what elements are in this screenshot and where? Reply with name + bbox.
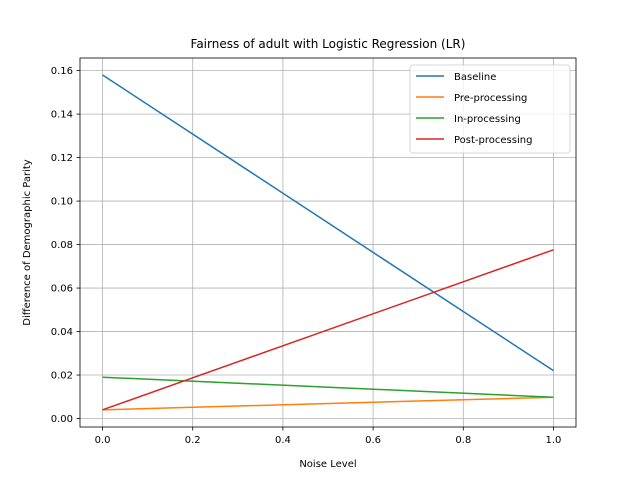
legend: Baseline Pre-processing In-processing Post-… (409, 64, 571, 154)
plot-lines (102, 74, 554, 411)
y-tick-label: 0.14 (51, 110, 73, 121)
legend-box (409, 64, 571, 154)
series-line-in-processing (102, 376, 554, 398)
x-tick-label: 0.4 (275, 435, 291, 446)
series-line-baseline (102, 74, 554, 372)
y-tick-label: 0.02 (51, 371, 73, 382)
series-line-pre-processing (102, 396, 554, 411)
x-tick-label: 0.6 (365, 435, 381, 446)
series-line-post-processing (102, 249, 554, 411)
x-tick-label: 0.2 (185, 435, 201, 446)
y-tick-label: 0.06 (51, 284, 73, 295)
plot-frame (79, 57, 577, 428)
x-tick-label: 0.0 (95, 435, 111, 446)
y-axis-ticks: 0.00 0.02 0.04 0.06 0.08 0.10 0.12 0.14 0.16 (51, 66, 80, 425)
x-tick-label: 1.0 (546, 435, 562, 446)
x-axis-ticks: 0.0 0.2 0.4 0.6 0.8 1.0 (95, 427, 562, 446)
legend-label-post-processing: Post-processing (454, 135, 532, 146)
x-tick-label: 0.8 (455, 435, 471, 446)
y-tick-label: 0.04 (51, 327, 73, 338)
legend-label-baseline: Baseline (454, 72, 496, 83)
y-tick-label: 0.12 (51, 153, 73, 164)
legend-label-in-processing: In-processing (454, 114, 521, 125)
y-tick-label: 0.00 (51, 414, 73, 425)
x-axis-label: Noise Level (299, 459, 356, 470)
y-tick-label: 0.10 (51, 197, 73, 208)
legend-label-pre-processing: Pre-processing (454, 93, 527, 104)
y-tick-label: 0.08 (51, 240, 73, 251)
y-tick-label: 0.16 (51, 66, 73, 77)
y-axis-label: Difference of Demographic Parity (22, 159, 33, 326)
grid (80, 58, 576, 427)
chart-title: Fairness of adult with Logistic Regressi… (191, 37, 466, 51)
